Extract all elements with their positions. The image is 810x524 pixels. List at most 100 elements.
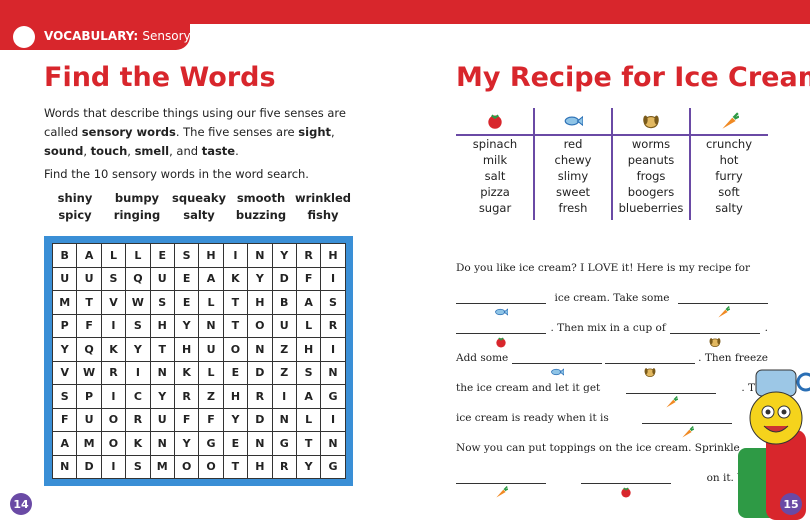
word-bank: spinach milk salt pizza sugar red chewy slimy sw… <box>456 108 768 220</box>
intro-text: touch <box>90 144 128 158</box>
blank <box>581 471 672 498</box>
letter-cell: Z <box>199 385 224 409</box>
blank <box>625 381 716 408</box>
fish-icon <box>550 368 564 376</box>
page-number: 14 <box>10 493 32 515</box>
blank <box>670 321 761 348</box>
letter-cell: L <box>199 361 224 385</box>
story-text: Add some <box>456 352 509 364</box>
bank-icon <box>612 108 690 136</box>
letter-cell: N <box>53 455 78 479</box>
letter-cell: R <box>101 361 127 385</box>
bank-word: fresh <box>558 201 588 215</box>
dog-icon <box>644 368 656 378</box>
letter-cell: A <box>53 432 78 456</box>
letter-cell: Y <box>150 385 175 409</box>
blank <box>641 411 732 438</box>
letter-cell: A <box>77 244 102 268</box>
bank-word: sweet <box>555 185 591 199</box>
letter-cell: Q <box>77 338 102 362</box>
letter-cell: N <box>150 432 175 456</box>
letter-cell: V <box>53 361 78 385</box>
letter-cell: V <box>101 291 127 315</box>
letter-cell: S <box>53 385 78 409</box>
letter-cell: Y <box>174 432 200 456</box>
bank-word: pizza <box>480 185 510 199</box>
bank-column: spinach milk salt pizza sugar <box>456 108 534 220</box>
instruction: Find the 10 sensory words in the word se… <box>44 167 309 181</box>
letter-cell: M <box>150 455 175 479</box>
letter-cell: D <box>272 267 297 291</box>
story-text: Now you can put toppings on the ice crea… <box>456 442 740 454</box>
letter-cell: I <box>101 385 127 409</box>
letter-cell: I <box>101 314 127 338</box>
letter-cell: D <box>77 455 102 479</box>
letter-cell: I <box>101 455 127 479</box>
letter-cell: W <box>126 291 151 315</box>
letter-cell: H <box>248 291 273 315</box>
letter-cell: I <box>272 385 297 409</box>
word: spicy <box>58 208 92 222</box>
letter-cell: N <box>272 408 297 432</box>
letter-cell: I <box>223 244 249 268</box>
story-line: ice cream is ready when it is. <box>456 394 768 438</box>
fish-icon <box>495 308 508 316</box>
letter-cell: U <box>272 314 297 338</box>
letter-cell: A <box>199 267 224 291</box>
left-title: Find the Words <box>44 62 276 93</box>
bank-word: red <box>563 137 583 151</box>
intro-text: sound <box>44 144 84 158</box>
letter-cell: I <box>321 408 346 432</box>
word-list: shiny bumpy squeaky smooth wrinkled spicy ring… <box>44 190 354 224</box>
letter-cell: H <box>150 314 175 338</box>
letter-cell: H <box>223 385 249 409</box>
intro-text: sensory words <box>81 125 176 139</box>
letter-cell: N <box>248 432 273 456</box>
carrot-icon <box>666 396 678 408</box>
bank-word: milk <box>482 153 508 167</box>
word: wrinkled <box>294 191 352 205</box>
letter-cell: T <box>223 291 249 315</box>
intro-text: Words that describe things using our fiv… <box>44 106 346 139</box>
letter-cell: M <box>77 432 102 456</box>
letter-cell: R <box>174 385 200 409</box>
bank-word: frogs <box>636 169 666 183</box>
letter-cell: T <box>223 314 249 338</box>
letter-cell: F <box>53 408 78 432</box>
letter-cell: E <box>223 361 249 385</box>
word: bumpy <box>114 191 160 205</box>
story-text: . Then freeze <box>698 352 768 364</box>
blank <box>456 291 546 316</box>
letter-cell: S <box>174 244 200 268</box>
letter-cell: K <box>174 361 200 385</box>
header-topic: Sensory Words <box>142 29 232 43</box>
story-text: ice cream. Take some <box>554 292 670 304</box>
letter-cell: O <box>174 455 200 479</box>
letter-cell: S <box>296 361 322 385</box>
letter-cell: Z <box>272 361 297 385</box>
intro: Words that describe things using our fiv… <box>44 104 364 161</box>
letter-cell: D <box>248 361 273 385</box>
letter-cell: F <box>174 408 200 432</box>
bank-word: spinach <box>472 137 518 151</box>
letter-cell: N <box>321 361 346 385</box>
letter-cell: K <box>126 432 151 456</box>
intro-text: . <box>235 144 239 158</box>
letter-cell: D <box>248 408 273 432</box>
letter-cell: B <box>53 244 78 268</box>
carrot-icon <box>682 426 694 438</box>
header-text: VOCABULARY: Sensory Words <box>44 29 232 43</box>
letter-cell: A <box>296 385 322 409</box>
letter-cell: G <box>272 432 297 456</box>
story-line: . Then mix in a cup of. <box>456 304 768 348</box>
letter-cell: S <box>101 267 127 291</box>
letter-cell: N <box>321 432 346 456</box>
bank-column: red chewy slimy sweet fresh <box>534 108 612 220</box>
letter-cell: R <box>248 385 273 409</box>
intro-text: , <box>331 125 335 139</box>
intro-text: . The five senses are <box>175 125 299 139</box>
letter-cell: E <box>223 432 249 456</box>
bank-word: sugar <box>478 201 512 215</box>
letter-cell: I <box>126 361 151 385</box>
